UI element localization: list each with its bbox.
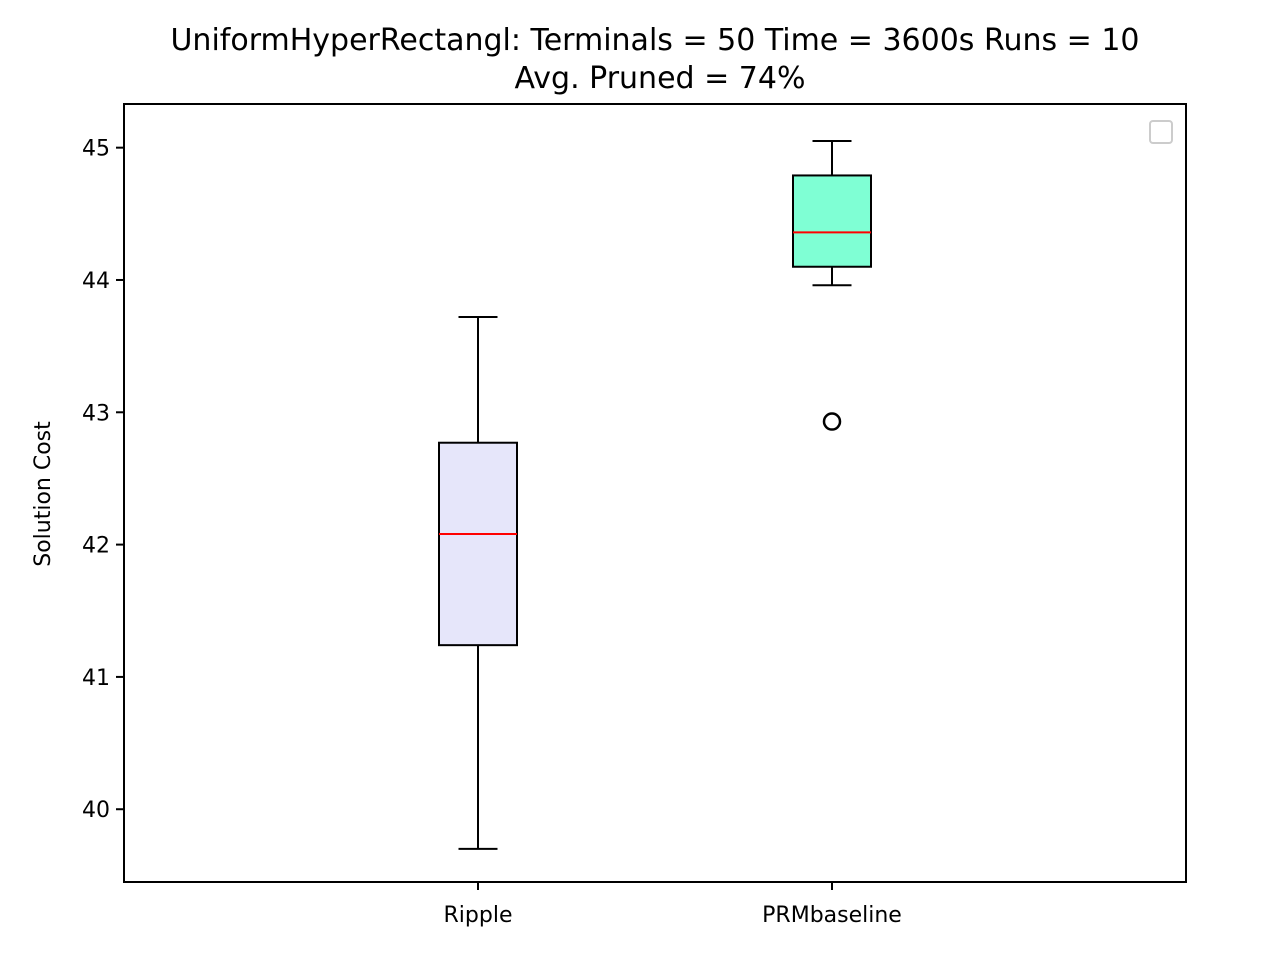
box-group-ripple — [438, 316, 518, 850]
iqr-box — [438, 441, 518, 647]
x-axis: Ripple PRMbaseline — [444, 882, 902, 928]
y-tick-label: 43 — [82, 401, 110, 426]
y-tick-label: 42 — [82, 534, 110, 559]
y-axis: 40 41 42 43 44 45 — [82, 137, 124, 823]
iqr-box — [792, 174, 872, 268]
plot-frame — [123, 103, 1187, 883]
y-tick-label: 40 — [82, 798, 110, 823]
plot-content — [438, 140, 872, 850]
y-tick-label: 44 — [82, 269, 110, 294]
x-tick-label: PRMbaseline — [762, 903, 902, 928]
y-axis-label: Solution Cost — [31, 421, 56, 567]
box-group-prmbaseline — [792, 140, 872, 431]
chart-title-line-2: Avg. Pruned = 74% — [515, 61, 806, 96]
y-tick-label: 41 — [82, 666, 110, 691]
x-tick-label: Ripple — [444, 903, 513, 928]
chart-title-line-1: UniformHyperRectangl: Terminals = 50 Tim… — [170, 23, 1139, 58]
outlier-point — [822, 412, 842, 431]
y-tick-label: 45 — [82, 137, 110, 162]
legend-box[interactable] — [1149, 120, 1173, 144]
